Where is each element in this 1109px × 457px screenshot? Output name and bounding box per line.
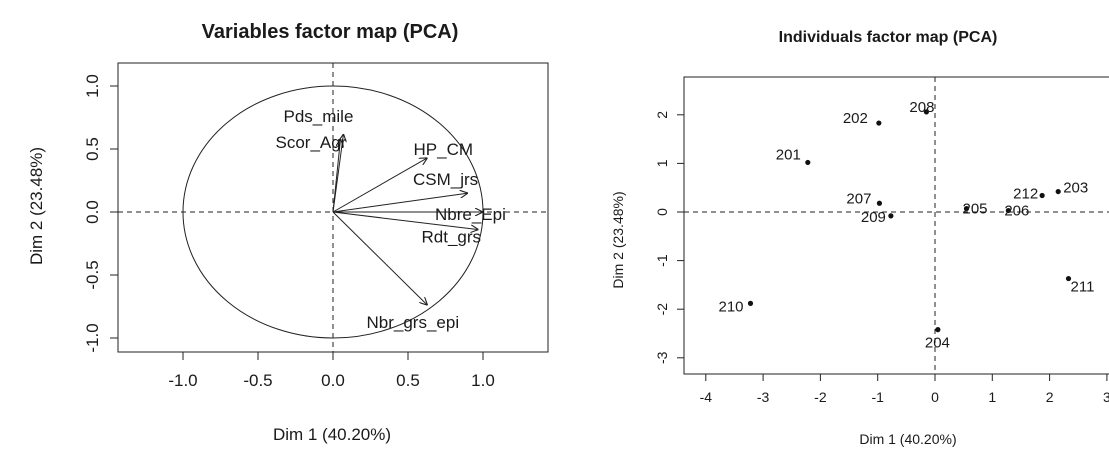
vector-label-rdt-grs: Rdt_grs — [422, 228, 482, 247]
individual-label-211: 211 — [1071, 279, 1095, 296]
vector-arrow-csm-jrs — [332, 193, 468, 213]
individual-point-205 — [963, 205, 970, 212]
vector-label-pds-mile: Pds_mile — [284, 107, 354, 126]
individuals-map-title: Individuals factor map (PCA) — [779, 29, 998, 46]
individuals-y-tick-label: 0 — [654, 208, 670, 216]
individual-label-203: 203 — [1063, 180, 1088, 197]
variables-x-tick-label: -0.5 — [243, 371, 272, 390]
variables-x-tick-label: 0.5 — [396, 371, 420, 390]
individuals-y-tick-label: 1 — [654, 159, 670, 167]
vector-label-scor-agr: Scor_Agr — [276, 133, 347, 152]
individuals-y-tick-label: 2 — [654, 111, 670, 119]
individuals-x-tick-label: -4 — [700, 389, 713, 405]
individual-label-206: 206 — [1004, 203, 1029, 220]
variables-x-tick-label: -1.0 — [168, 371, 197, 390]
individuals-x-tick-label: 2 — [1046, 389, 1054, 405]
individual-label-205: 205 — [963, 201, 988, 218]
individual-label-209: 209 — [861, 209, 886, 226]
individual-point-210 — [747, 300, 754, 306]
individual-point-201 — [805, 159, 811, 166]
individual-label-207: 207 — [846, 190, 871, 207]
vector-label-nbr-grs-epi: Nbr_grs_epi — [367, 313, 460, 332]
individual-point-204 — [935, 327, 941, 333]
variables-x-tick-label: 1.0 — [471, 371, 495, 390]
vector-arrow-nbr-grs-epi — [332, 211, 428, 305]
individual-label-210: 210 — [718, 298, 743, 315]
vector-label-csm-jrs: CSM_jrs — [413, 170, 478, 189]
individuals-x-tick-label: -1 — [871, 389, 884, 405]
individual-point-208 — [923, 109, 930, 115]
variables-map-title: Variables factor map (PCA) — [202, 21, 459, 43]
individual-label-202: 202 — [843, 110, 868, 127]
individual-label-204: 204 — [925, 335, 950, 352]
vector-arrow-rdt-grs — [332, 211, 479, 230]
variables-x-axis-label: Dim 1 (40.20%) — [273, 425, 391, 444]
individuals-y-tick-label: -3 — [654, 351, 670, 364]
individuals-x-tick-label: -2 — [814, 389, 827, 405]
individuals-factor-map: Individuals factor map (PCA) -4 -3 -2 -1 0 1 2… — [610, 29, 1109, 447]
individual-label-201: 201 — [776, 146, 801, 163]
individuals-y-tick-label: -1 — [654, 254, 670, 267]
individuals-y-tick-label: -2 — [654, 303, 670, 316]
individual-point-209 — [888, 213, 894, 219]
vector-label-hp-cm: HP_CM — [414, 140, 474, 159]
vector-arrow-scor-agr — [332, 139, 341, 213]
individual-label-212: 212 — [1013, 185, 1038, 202]
individuals-x-axis-label: Dim 1 (40.20%) — [859, 431, 956, 447]
individual-point-203 — [1055, 188, 1061, 195]
individuals-x-tick-label: 3 — [1103, 389, 1109, 405]
variables-factor-map: Variables factor map (PCA) -1.0 -0.5 0.0 0.… — [27, 21, 549, 444]
variables-y-axis-label: Dim 2 (23.48%) — [27, 147, 46, 265]
variables-y-tick-label: -0.5 — [83, 260, 102, 289]
individual-point-206 — [1005, 207, 1011, 214]
individual-point-202 — [876, 120, 882, 126]
variables-y-tick-label: -1.0 — [83, 323, 102, 352]
individuals-x-tick-label: -3 — [757, 389, 770, 405]
vector-arrow-hp-cm — [332, 158, 428, 213]
individual-point-212 — [1039, 192, 1045, 199]
variables-x-tick-label: 0.0 — [321, 371, 345, 390]
vector-label-nbre-epi: Nbre_Epi — [435, 205, 506, 224]
individuals-y-axis-label: Dim 2 (23.48%) — [610, 191, 626, 288]
individual-label-208: 208 — [909, 99, 934, 116]
individuals-x-tick-label: 0 — [931, 389, 939, 405]
variables-y-tick-label: 0.0 — [83, 200, 102, 224]
individual-point-207 — [876, 200, 883, 206]
variables-y-tick-label: 0.5 — [83, 137, 102, 161]
variables-y-tick-label: 1.0 — [83, 74, 102, 98]
individuals-x-tick-label: 1 — [988, 389, 996, 405]
individual-point-211 — [1065, 275, 1072, 282]
individuals-plot-frame — [683, 76, 1109, 375]
